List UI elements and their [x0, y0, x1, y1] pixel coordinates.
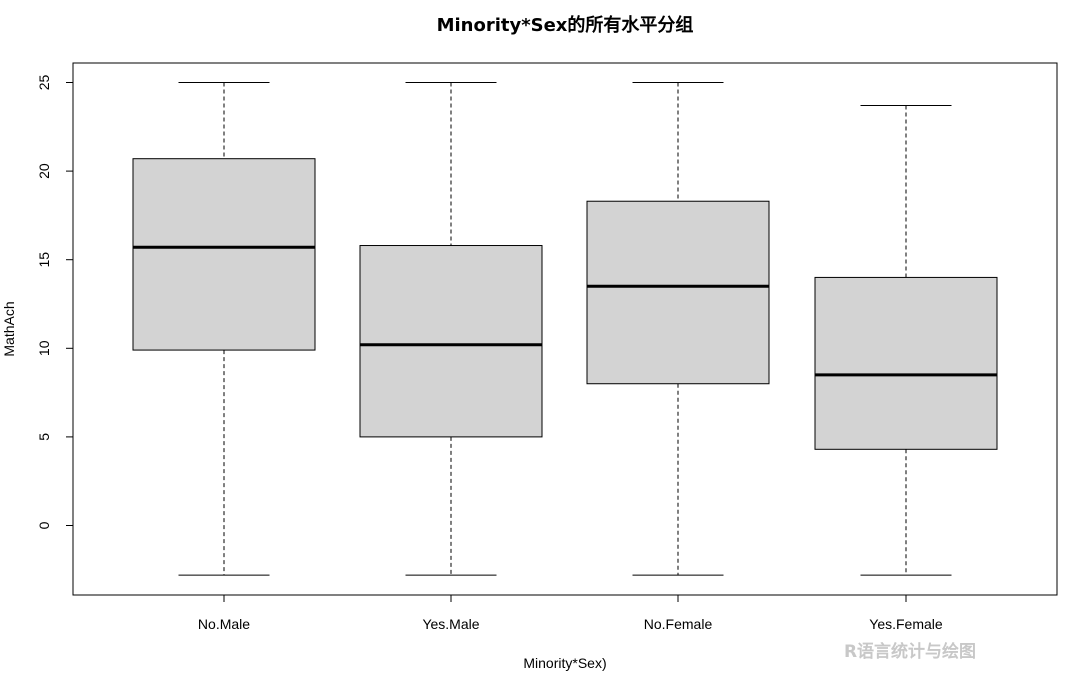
box-group: [132, 82, 998, 576]
watermark-text: R语言统计与绘图: [844, 641, 976, 662]
box-yes-male: [359, 82, 543, 576]
x-axis-label: Minority*Sex): [523, 655, 606, 671]
y-tick-label: 0: [36, 521, 52, 529]
chart-title: Minority*Sex的所有水平分组: [437, 14, 694, 36]
x-tick-label: No.Male: [198, 616, 250, 632]
iqr-box: [132, 158, 316, 351]
box-no-male: [132, 82, 316, 576]
y-tick-label: 25: [36, 75, 52, 91]
y-tick-label: 20: [36, 163, 52, 179]
x-tick-label: Yes.Female: [869, 616, 943, 632]
y-tick-label: 5: [36, 433, 52, 441]
y-tick-label: 10: [36, 340, 52, 356]
x-tick-label: Yes.Male: [422, 616, 479, 632]
x-tick-label: No.Female: [644, 616, 713, 632]
box-no-female: [586, 82, 770, 576]
iqr-box: [586, 200, 770, 385]
y-axis: 0 5 10 15 20 25: [36, 75, 74, 529]
y-axis-label: MathAch: [1, 301, 17, 356]
iqr-box: [359, 245, 543, 438]
y-tick-label: 15: [36, 252, 52, 268]
x-axis: No.Male Yes.Male No.Female Yes.Female: [198, 594, 943, 632]
box-yes-female: [814, 105, 998, 576]
iqr-box: [814, 276, 998, 450]
